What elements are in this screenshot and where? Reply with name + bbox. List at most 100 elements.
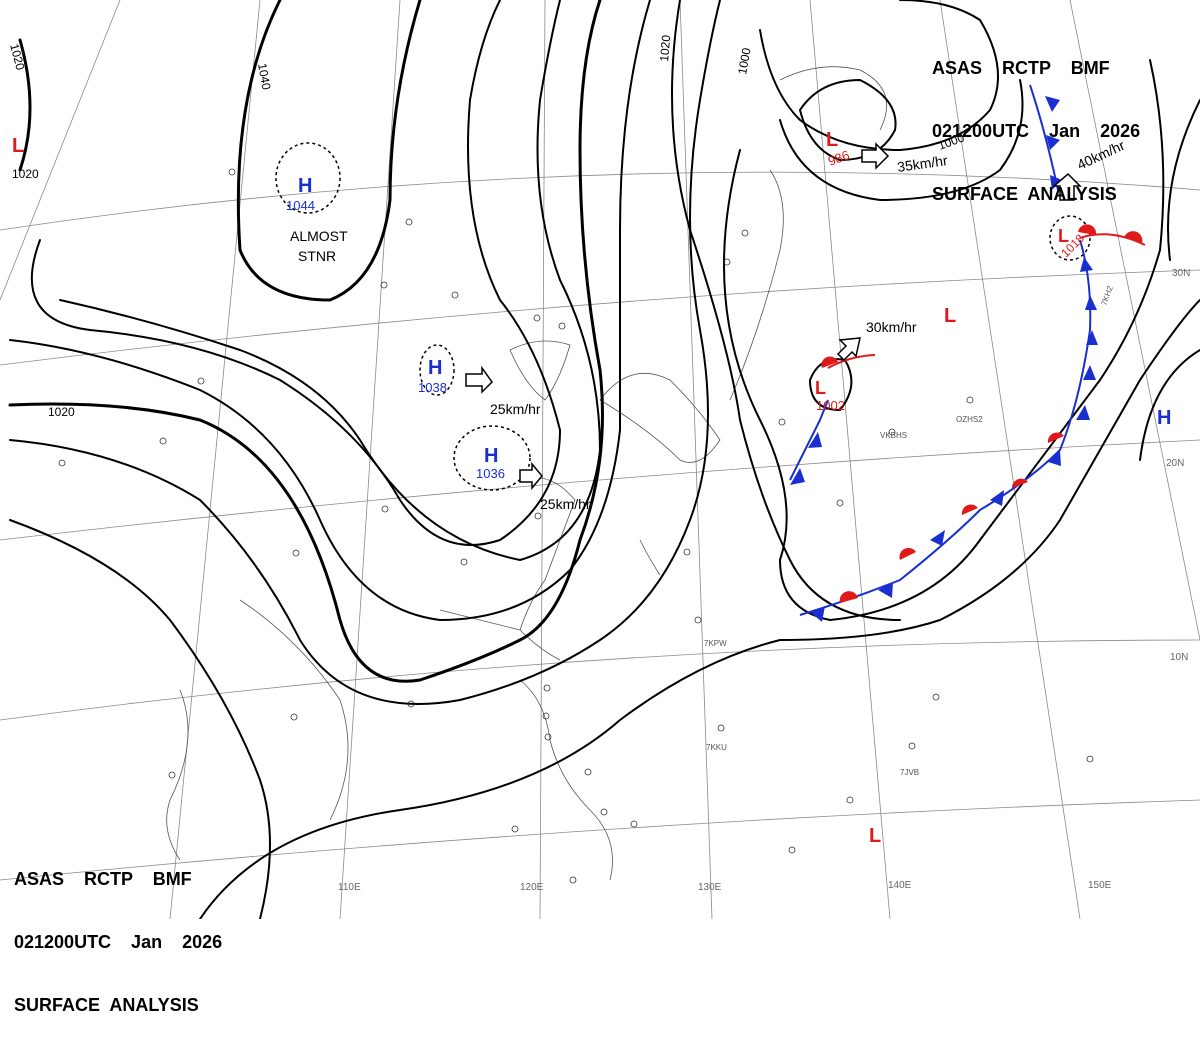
- arrow-north-1018: [1051, 172, 1082, 201]
- low-letter: L: [869, 825, 881, 847]
- high-pressure-value: 1038: [418, 380, 447, 395]
- coast-indochina: [239, 599, 349, 821]
- longitude-line-90e: [0, 0, 121, 301]
- weather-map: 1020 1040 1020 1000 1000 1020 1020 H 104…: [0, 0, 1200, 919]
- isobar-1004-ne: [1167, 99, 1200, 261]
- isobar-label: 1020: [7, 42, 28, 72]
- isobar-996: [779, 79, 1024, 202]
- isobar-1008: [199, 299, 1200, 919]
- station-circle: [381, 505, 389, 513]
- isobar-1036: [30, 0, 562, 546]
- coast-bay-of-bengal: [166, 689, 189, 861]
- lat-label: 20N: [1166, 458, 1184, 469]
- isobar-1012-east: [723, 59, 1165, 622]
- lon-label: 110E: [338, 882, 361, 893]
- station-circle: [836, 499, 844, 507]
- station-circle: [405, 218, 413, 226]
- header-line-2: 021200UTC Jan 2026: [932, 121, 1141, 141]
- low-letter: L: [826, 129, 838, 151]
- station-circle: [451, 291, 459, 299]
- isobar-1032: [59, 0, 602, 562]
- low-letter: L: [12, 135, 24, 157]
- isobar-1016: [9, 0, 721, 705]
- station-code: 7KKU: [706, 743, 727, 752]
- isobar-label: 1040: [255, 62, 273, 91]
- movement-arrows: [465, 142, 1082, 491]
- isobar-1012: [9, 519, 271, 919]
- header-line-3: SURFACE ANALYSIS: [14, 995, 199, 1015]
- longitude-line-140e: [809, 0, 891, 919]
- warm-front-bump: [1011, 478, 1028, 488]
- latitude-line-30n: [0, 269, 1200, 366]
- cold-front-line-north: [1029, 84, 1059, 191]
- isobar-label: 1020: [48, 405, 75, 419]
- station-circle: [292, 549, 300, 557]
- latitude-line-20n: [0, 439, 1200, 541]
- low-letter: L: [815, 378, 826, 398]
- station-circle: [846, 796, 854, 804]
- warm-front-bump: [1124, 231, 1143, 243]
- isobar-1000: [759, 0, 999, 152]
- station-code: 7KH2: [1099, 284, 1114, 306]
- high-ring-1038: [419, 344, 455, 396]
- coastlines: [166, 66, 888, 881]
- isobars: [8, 0, 1200, 919]
- isobar-1020-nw: [18, 38, 32, 172]
- lat-label: 10N: [1170, 652, 1188, 663]
- header-bottom-left: ASAS RCTP BMF 021200UTC Jan 2026 SURFACE…: [14, 827, 222, 1037]
- station-circle: [717, 724, 725, 732]
- low-pressure-value: 1002: [816, 398, 845, 413]
- header-line-3: SURFACE ANALYSIS: [932, 184, 1117, 204]
- coast-korea-china: [509, 340, 571, 401]
- high-letter: H: [1157, 407, 1171, 429]
- warm-front-bump: [821, 356, 838, 368]
- cold-front-triangle: [1045, 96, 1060, 112]
- isobar-1016-east: [1139, 349, 1200, 461]
- station-code: 7JVB: [900, 768, 919, 777]
- longitude-line-120e: [539, 0, 546, 919]
- station-circle: [380, 281, 388, 289]
- isobar-1020-main: [8, 0, 604, 683]
- station-circle: [630, 820, 638, 828]
- speed-label: 30km/hr: [866, 319, 917, 335]
- coast-south-china: [439, 609, 561, 661]
- station-circle: [533, 314, 541, 322]
- cold-front-line-east: [799, 239, 1092, 616]
- header-top-right: ASAS RCTP BMF 021200UTC Jan 2026 SURFACE…: [932, 16, 1140, 226]
- station-circle: [511, 825, 519, 833]
- high-ring-1044: [275, 142, 341, 214]
- station-circle: [694, 616, 702, 624]
- low-centers: L L 986 L 1018 L L 1002 L: [12, 129, 1087, 847]
- latitude-line-10n: [0, 639, 1200, 721]
- center-rings: [275, 142, 1091, 491]
- station-circle: [290, 713, 298, 721]
- warm-front-bump: [1047, 432, 1064, 443]
- longitude-line-110e: [339, 0, 401, 919]
- station-circle: [778, 418, 786, 426]
- cold-front-triangle: [878, 582, 893, 598]
- lon-label: 150E: [1088, 880, 1112, 891]
- isobar-1020-east: [671, 0, 901, 621]
- longitude-line-160e: [1069, 0, 1200, 641]
- station-circle: [932, 693, 940, 701]
- station-code: VKBHS: [880, 431, 907, 440]
- station-circle: [723, 258, 731, 266]
- coast-japan-south: [599, 373, 721, 463]
- isobar-label: 1000: [735, 46, 753, 75]
- cold-front-triangle: [1048, 450, 1061, 466]
- warm-front-bump: [1078, 224, 1097, 235]
- cold-front-triangle: [930, 530, 945, 546]
- station-circle: [460, 558, 468, 566]
- cold-front-triangle: [1076, 405, 1090, 420]
- arrow-east-986: [861, 142, 890, 170]
- high-pressure-value: 1044: [286, 198, 315, 213]
- isobar-1040: [236, 0, 422, 302]
- coast-east-china: [519, 477, 576, 631]
- cold-front-triangle: [1085, 295, 1097, 310]
- station-circle: [544, 733, 552, 741]
- station-plots: [58, 168, 1094, 884]
- isobar-label: 1020: [12, 167, 39, 181]
- almost-label: ALMOST: [290, 228, 348, 244]
- cold-front-line-west: [789, 399, 829, 481]
- cold-front-triangle: [990, 490, 1004, 506]
